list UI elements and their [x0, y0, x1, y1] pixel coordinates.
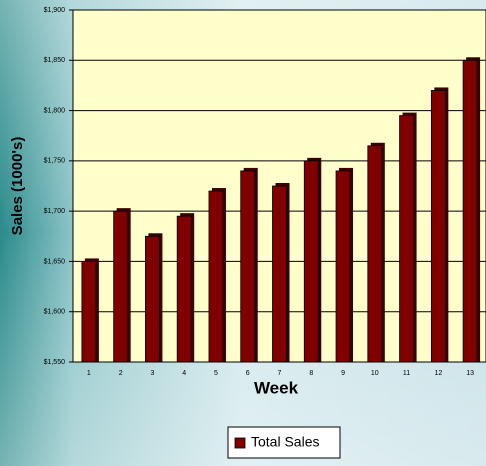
x-axis-label: Week — [254, 378, 299, 397]
y-tick-label: $1,800 — [44, 107, 66, 114]
x-tick-label: 5 — [214, 370, 218, 377]
x-tick-label: 7 — [278, 370, 282, 377]
x-tick-label: 8 — [309, 370, 313, 377]
x-tick-label: 1 — [87, 370, 91, 377]
y-tick-label: $1,600 — [44, 309, 66, 316]
bar — [145, 235, 160, 363]
x-tick-label: 12 — [434, 370, 442, 377]
x-tick-label: 6 — [246, 370, 250, 377]
bar — [462, 59, 478, 363]
x-tick-label: 11 — [403, 370, 410, 377]
bar — [430, 90, 446, 363]
bar — [399, 115, 414, 363]
x-tick-label: 3 — [150, 370, 154, 377]
x-tick-label: 2 — [119, 370, 123, 377]
bar — [113, 210, 129, 363]
x-tick-label: 10 — [371, 370, 379, 377]
y-tick-label: $1,900 — [44, 7, 66, 14]
bar — [272, 185, 287, 363]
bar — [81, 261, 97, 363]
y-axis-label: Sales (1000's) — [9, 137, 26, 236]
x-tick-label: 13 — [466, 370, 474, 377]
bar — [335, 170, 351, 363]
bar — [208, 190, 224, 363]
bar — [240, 170, 256, 363]
x-tick-label: 9 — [341, 370, 345, 377]
y-tick-label: $1,750 — [44, 158, 66, 165]
bar — [303, 160, 319, 363]
legend — [227, 426, 341, 459]
y-tick-label: $1,700 — [44, 208, 66, 215]
bar — [367, 145, 383, 363]
x-tick-label: 4 — [182, 370, 186, 377]
y-tick-label: $1,550 — [44, 359, 66, 366]
legend-swatch — [234, 437, 246, 449]
legend-label: Total Sales — [251, 434, 319, 450]
y-tick-label: $1,850 — [44, 57, 66, 64]
bar — [176, 215, 192, 363]
y-tick-label: $1,650 — [44, 258, 66, 265]
